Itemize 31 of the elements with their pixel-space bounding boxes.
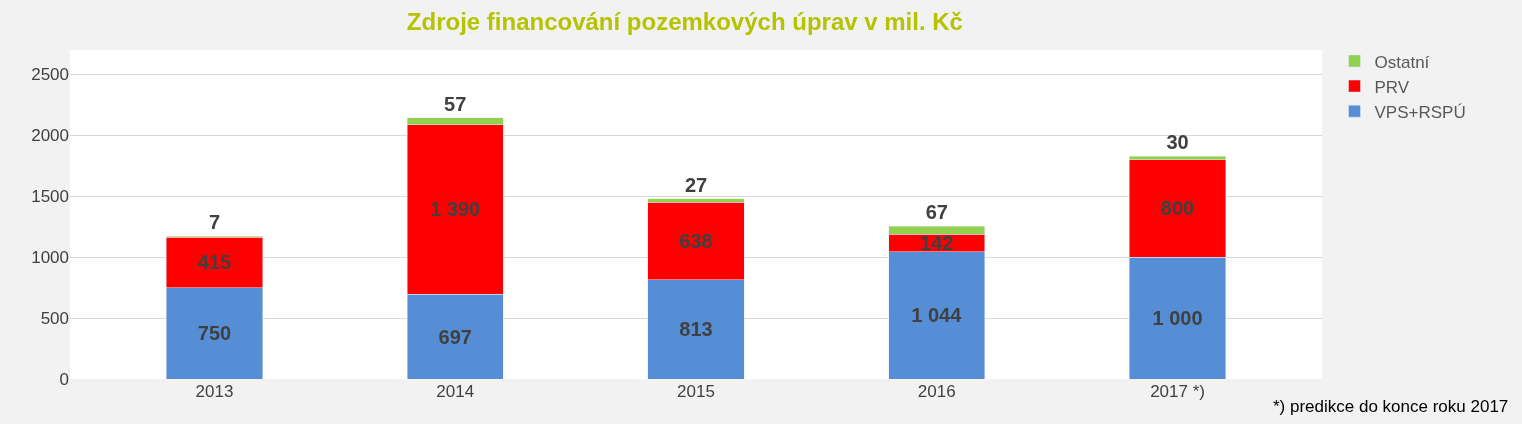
text: *) predikce do konce roku 2017 — [1273, 397, 1509, 416]
data-label: 415 — [197, 251, 232, 274]
x-tick-label: 2017 *) — [1150, 382, 1205, 401]
y-tick-label: 500 — [40, 309, 69, 329]
legend-label: PRV — [1374, 77, 1410, 97]
y-tick-label: 1500 — [31, 187, 69, 207]
data-label: 67 — [925, 201, 948, 224]
y-tick-label: 0 — [59, 369, 69, 389]
data-label: 813 — [679, 318, 713, 341]
data-label: 1 000 — [1152, 307, 1203, 330]
data-label: 800 — [1160, 197, 1195, 220]
data-label: 142 — [920, 232, 954, 255]
x-tick-label: 2014 — [436, 382, 475, 401]
data-label: 27 — [684, 173, 708, 196]
data-label: 697 — [438, 325, 472, 348]
x-tick-label: 2013 — [195, 382, 234, 401]
y-tick-label: 1000 — [31, 248, 69, 268]
y-tick-label: 2000 — [31, 126, 69, 146]
data-label: 1 390 — [430, 198, 481, 221]
x-tick-label: 2016 — [917, 382, 956, 401]
data-label: 638 — [679, 230, 713, 253]
legend-label: VPS+RSPÚ — [1374, 102, 1466, 122]
chart-title: Zdroje financování pozemkových úprav v mil. Kč — [406, 7, 963, 35]
data-label: 30 — [1166, 131, 1189, 154]
data-label: 57 — [444, 92, 467, 115]
legend-label: Ostatní — [1374, 52, 1430, 72]
y-tick-label: 2500 — [31, 65, 69, 85]
data-label: 750 — [197, 322, 232, 345]
data-label: 7 — [208, 211, 221, 234]
x-tick-label: 2015 — [677, 382, 715, 401]
data-label: 1 044 — [911, 304, 963, 327]
